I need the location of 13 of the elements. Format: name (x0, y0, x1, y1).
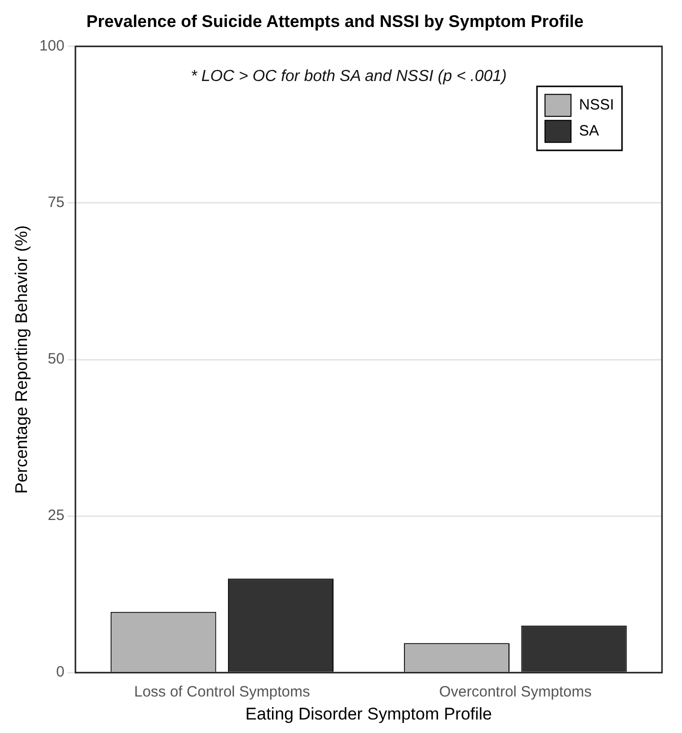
y-tick-label: 75 (48, 194, 64, 212)
annotation: * LOC > OC for both SA and NSSI (p < .001) (190, 68, 507, 85)
x-tick-label: Loss of Control Symptoms (134, 684, 310, 701)
y-axis-title: Percentage Reporting Behavior (%) (12, 225, 31, 494)
legend-label: SA (578, 122, 600, 140)
chart-title: Prevalence of Suicide Attempts and NSSI by Symptom Profile (86, 12, 584, 31)
y-tick-label: 25 (48, 507, 64, 524)
y-tick-label: 100 (39, 38, 64, 55)
x-tick-label: Overcontrol Symptoms (439, 684, 592, 701)
x-axis-title: Eating Disorder Symptom Profile (245, 704, 492, 724)
legend-label: NSSI (578, 96, 614, 114)
y-tick-label: 0 (56, 664, 64, 681)
y-tick-label: 50 (48, 350, 64, 368)
